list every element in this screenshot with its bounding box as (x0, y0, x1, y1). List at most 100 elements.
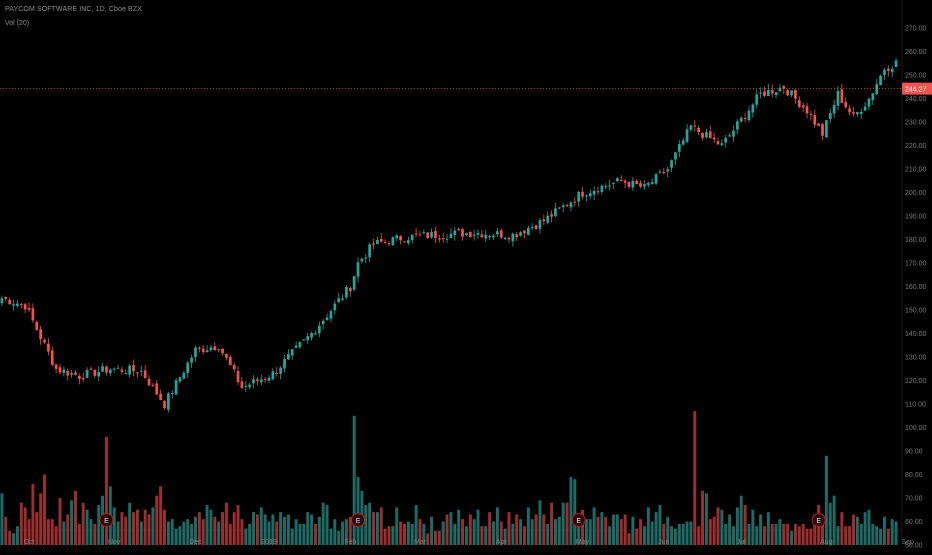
volume-bar (437, 530, 441, 545)
volume-bar (58, 498, 62, 545)
volume-bar (739, 495, 743, 545)
candle-body (0, 298, 4, 304)
candle-body (213, 346, 217, 350)
candle-body (221, 348, 224, 354)
volume-bar (221, 512, 225, 545)
candle-body (790, 90, 793, 96)
volume-bar (673, 528, 677, 545)
candle-body (418, 234, 422, 236)
price-tick-label: 100.00 (905, 425, 927, 432)
volume-bar (163, 509, 166, 545)
volume-bar (89, 519, 93, 545)
earnings-marker[interactable]: E (811, 513, 826, 527)
candle-body (383, 241, 387, 243)
volume-bar (286, 514, 290, 545)
volume-bar (542, 514, 546, 545)
candle-body (372, 243, 375, 245)
volume-bar (782, 523, 786, 545)
earnings-label: E (576, 518, 581, 525)
volume-bar (333, 519, 337, 545)
volume-bar (441, 521, 445, 545)
candle-body (875, 84, 879, 95)
candle-body (631, 180, 635, 188)
volume-bar (852, 514, 855, 545)
candle-body (712, 137, 716, 140)
candle-body (287, 354, 290, 360)
volume-bar (279, 512, 283, 545)
volume-bar (836, 526, 840, 545)
candle-body (561, 205, 565, 208)
candle-body (391, 237, 395, 246)
volume-bar (445, 514, 449, 545)
price-tick-label: 90.00 (905, 449, 923, 456)
volume-bar (410, 523, 414, 545)
candle-body (805, 106, 809, 114)
volume-bar (356, 476, 360, 545)
candle-body (143, 370, 147, 379)
volume-bar (430, 516, 434, 545)
candle-body (178, 377, 182, 382)
volume-legend[interactable]: Vol (20) (5, 20, 30, 27)
candle-body (685, 129, 689, 142)
price-tick-label: 230.00 (905, 120, 927, 127)
price-tick-label: 110.00 (905, 402, 926, 409)
volume-bar (832, 495, 836, 545)
candle-body (124, 373, 128, 375)
candle-body (623, 180, 627, 183)
candle-body (484, 234, 488, 239)
candle-body (585, 195, 588, 197)
candle-body (461, 229, 464, 237)
earnings-marker[interactable]: E (99, 513, 114, 527)
candle-body (445, 238, 449, 240)
volume-bar (774, 523, 778, 545)
volume-bar (824, 455, 828, 545)
volume-bar (236, 505, 240, 545)
volume-bar (708, 519, 712, 545)
volume-bar (74, 490, 77, 545)
volume-bar (39, 493, 43, 545)
candle-body (457, 228, 461, 231)
candle-body (139, 370, 143, 372)
volume-bar (4, 516, 8, 545)
volume-bar (112, 507, 116, 545)
candle-body (50, 350, 54, 365)
symbol-legend[interactable]: PAYCOM SOFTWARE INC, 1D, Cboe BZX (5, 6, 142, 13)
volume-bar (557, 516, 561, 545)
candle-body (879, 75, 882, 86)
candle-body (503, 237, 507, 239)
candle-body (666, 169, 670, 172)
volume-bar (433, 530, 437, 545)
candle-body (186, 362, 190, 374)
volume-bar (848, 526, 852, 545)
candle-body (310, 333, 313, 338)
candle-body (759, 92, 762, 94)
volume-bar (538, 500, 542, 545)
candle-body (4, 297, 8, 299)
last-price-line: 244.27 (0, 82, 932, 95)
volume-bar (716, 507, 720, 545)
candle-body (89, 368, 93, 370)
price-candles (0, 57, 898, 413)
volume-bar (751, 509, 755, 545)
candle-body (93, 369, 97, 376)
volume-bar (186, 519, 190, 545)
earnings-marker[interactable]: E (351, 513, 366, 527)
candle-body (863, 106, 867, 111)
earnings-marker[interactable]: E (571, 513, 586, 527)
candle-body (132, 365, 135, 372)
price-tick-label: 120.00 (905, 378, 927, 385)
volume-bar (476, 509, 480, 545)
volume-bar (422, 523, 426, 545)
candle-body (449, 233, 453, 238)
candle-body (650, 182, 654, 184)
candle-body (523, 230, 526, 234)
candle-body (677, 144, 681, 152)
volume-bar (43, 474, 46, 545)
volume-bar (755, 526, 759, 545)
candle-body (105, 366, 108, 373)
volume-bar (190, 523, 194, 545)
volume-bar (31, 483, 35, 545)
earnings-badge (811, 513, 826, 527)
